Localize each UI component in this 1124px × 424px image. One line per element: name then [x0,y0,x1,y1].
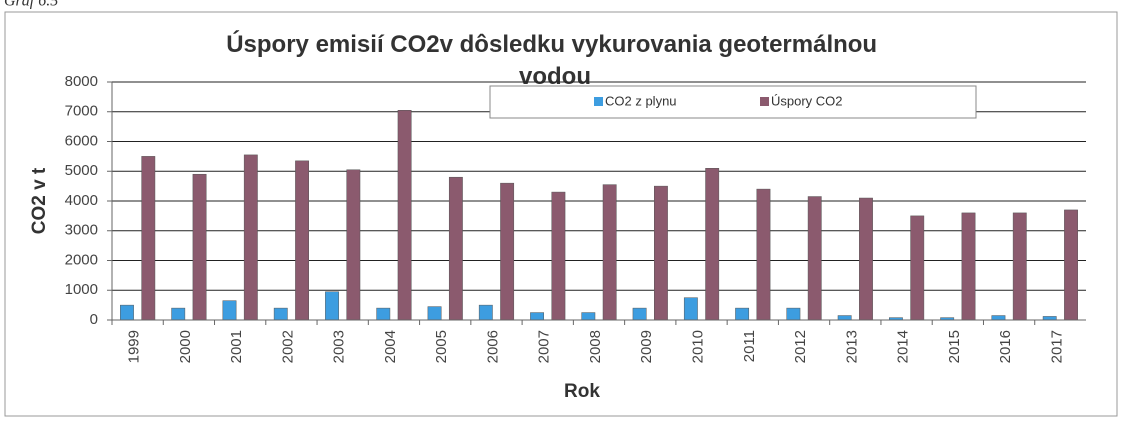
bar [551,191,566,321]
bar [602,184,617,321]
legend-box [489,85,977,119]
y-tick-label: 4000 [65,192,98,209]
x-tick-label: 2002 [279,330,296,363]
bar [530,312,544,321]
bar [1064,209,1078,321]
bar [171,307,186,321]
x-tick-label: 2010 [689,330,706,363]
bar [837,315,852,321]
legend-label: Úspory CO2 [771,93,843,108]
bar [786,307,801,321]
bar [683,297,698,321]
bar [222,300,237,321]
legend-swatch [594,97,603,106]
bar [120,304,134,321]
x-tick-label: 2004 [382,330,399,363]
y-tick-label: 3000 [65,222,98,239]
bar [581,312,596,321]
x-tick-label: 2000 [177,330,194,363]
bar [961,212,976,321]
frame [4,11,1118,417]
x-tick-label: 2013 [843,330,860,363]
x-tick-label: 2017 [1048,330,1065,363]
bar [632,307,647,321]
bar [500,182,515,321]
x-tick-label: 2009 [638,330,655,363]
bar [807,196,822,321]
bar [295,160,309,321]
bar [273,307,288,321]
bar [243,154,258,321]
x-tick-label: 2003 [331,330,348,363]
x-tick-label: 2011 [741,330,758,362]
x-tick-label: 2008 [587,330,604,363]
bar [859,197,873,321]
bar [1012,212,1027,321]
bar [1042,316,1057,321]
legend-swatch [760,97,769,106]
y-tick-label: 0 [90,311,98,328]
bar [735,307,750,321]
bar [910,215,925,321]
bar [448,176,463,321]
bar [427,306,442,321]
x-tick-label: 2006 [484,330,501,363]
x-tick-label: 2014 [895,330,912,363]
x-tick-label: 2005 [433,330,450,363]
y-tick-label: 2000 [65,251,98,268]
x-tick-label: 2016 [997,330,1014,363]
y-tick-label: 1000 [65,281,98,298]
bar [654,185,668,321]
bar [478,304,493,321]
bar [397,110,412,321]
bar [141,156,156,321]
legend-label: CO2 z plynu [605,93,677,108]
bar [705,168,720,321]
y-tick-label: 7000 [65,103,98,120]
bar [756,188,771,321]
y-tick-label: 8000 [65,73,98,90]
figure-label: Graf 6.5 [4,0,58,10]
y-axis-label: CO2 v t [29,167,50,234]
bar [346,169,361,321]
x-tick-label: 2001 [228,330,245,363]
bar [192,173,207,321]
bar [376,307,391,321]
bar [991,315,1006,321]
legend: CO2 z plynu Úspory CO2 [489,85,977,119]
x-tick-label: 2015 [946,330,963,363]
y-tick-label: 5000 [65,162,98,179]
x-tick-label: 2012 [792,330,809,363]
x-axis-label: Rok [564,381,600,402]
y-tick-label: 6000 [65,132,98,149]
bar [325,291,339,321]
x-tick-label: 2007 [536,330,553,363]
chart-title: Úspory emisií CO2v dôsledku vykurovania … [226,30,884,90]
x-tick-label: 1999 [126,330,143,363]
